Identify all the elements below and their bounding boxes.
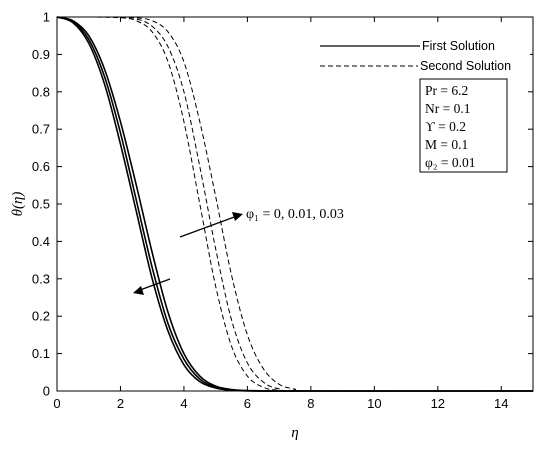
x-tick-label: 0 [53, 396, 60, 411]
x-tick-label: 10 [367, 396, 381, 411]
y-tick-label: 0.9 [32, 47, 50, 62]
series-line-4 [56, 16, 534, 392]
y-tick-label: 1 [43, 10, 50, 25]
annotation-phi1: φ₁ = 0, 0.01, 0.03 [246, 207, 344, 222]
series-line-3 [56, 16, 533, 392]
y-tick-label: 0.3 [32, 271, 50, 286]
series-line-5 [56, 16, 534, 392]
param-pr: Pr = 6.2 [425, 83, 468, 98]
legend-label-second-solution: Second Solution [420, 59, 511, 73]
arrow-second-solution [179, 215, 238, 238]
param-nr: Nr = 0.1 [425, 101, 470, 116]
legend-label-first-solution: First Solution [422, 39, 495, 53]
x-tick-label: 12 [431, 396, 445, 411]
param-m: M = 0.1 [425, 137, 468, 152]
arrowhead-second-solution [232, 212, 243, 221]
x-tick-label: 6 [244, 396, 251, 411]
x-axis-label: η [291, 425, 298, 441]
y-tick-label: 0.1 [32, 346, 50, 361]
y-tick-label: 0.5 [32, 197, 50, 212]
y-tick-label: 0.2 [32, 309, 50, 324]
series-lines [56, 16, 534, 392]
y-tick-label: 0.7 [32, 122, 50, 137]
arrowhead-first-solution [133, 286, 144, 295]
y-tick-label: 0.4 [32, 234, 50, 249]
legend-box [316, 38, 530, 76]
x-tick-label: 4 [180, 396, 187, 411]
y-axis-label: θ(η) [10, 192, 26, 217]
y-tick-label: 0.8 [32, 84, 50, 99]
x-tick-label: 8 [307, 396, 314, 411]
y-tick-label: 0.6 [32, 159, 50, 174]
y-axis-ticks: 0 0.1 0.2 0.3 0.4 0.5 0.6 0.7 0.8 0.9 1 [32, 10, 533, 399]
legend: First Solution Second Solution [316, 38, 530, 76]
annotation-arrows: φ₁ = 0, 0.01, 0.03 [133, 207, 344, 295]
x-axis-ticks: 0 2 4 6 8 10 12 14 [53, 17, 509, 411]
y-tick-label: 0 [43, 384, 50, 399]
series-line-6 [57, 16, 534, 392]
param-phi2: φ₂ = 0.01 [425, 155, 476, 170]
parameter-box: Pr = 6.2 Nr = 0.1 ϒ = 0.2 M = 0.1 φ₂ = 0… [419, 78, 508, 173]
param-upsilon: ϒ = 0.2 [425, 119, 466, 134]
x-tick-label: 2 [117, 396, 124, 411]
parameter-box-frame [419, 78, 508, 173]
arrow-first-solution [139, 278, 171, 291]
x-tick-label: 14 [494, 396, 508, 411]
